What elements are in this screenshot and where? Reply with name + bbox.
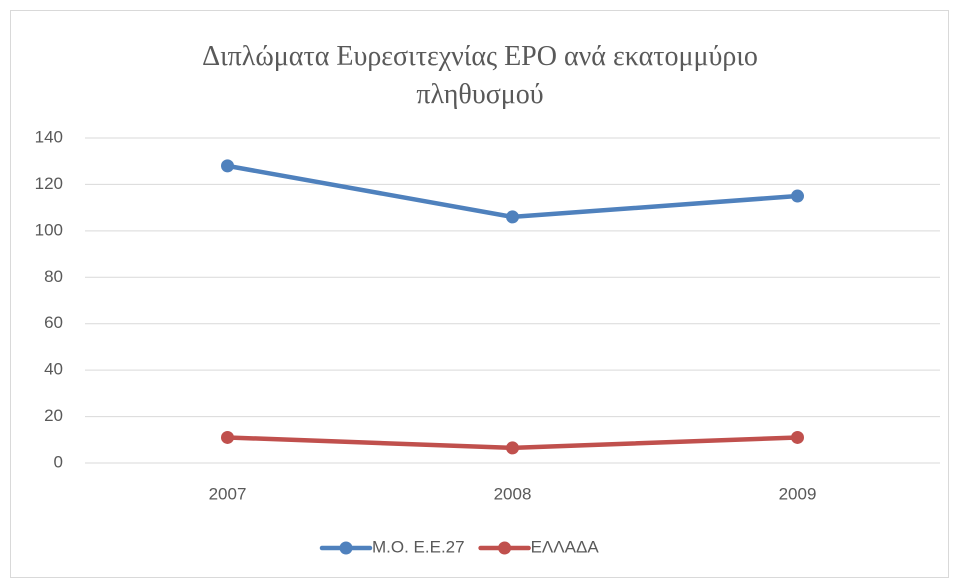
- y-tick-label: 60: [44, 313, 63, 332]
- series-marker: [791, 430, 804, 444]
- series-marker: [506, 441, 519, 455]
- x-tick-label: 2009: [779, 484, 817, 503]
- y-tick-label: 40: [44, 360, 63, 379]
- legend-marker: [339, 541, 353, 555]
- y-tick-label: 120: [35, 174, 63, 193]
- legend-marker: [498, 541, 512, 555]
- series-marker: [791, 189, 804, 203]
- y-tick-label: 100: [35, 220, 63, 239]
- y-tick-label: 0: [54, 452, 63, 471]
- x-tick-label: 2008: [494, 484, 532, 503]
- y-tick-label: 20: [44, 406, 63, 425]
- series-marker: [506, 210, 519, 224]
- legend-label: ΕΛΛΑΔΑ: [531, 537, 600, 556]
- series-marker: [221, 159, 234, 173]
- chart-title: Διπλώματα Ευρεσιτεχνίας EPO ανά εκατομμύ…: [202, 41, 758, 110]
- y-tick-label: 140: [35, 127, 63, 146]
- x-tick-label: 2007: [209, 484, 247, 503]
- series-marker: [221, 430, 234, 444]
- legend-label: Μ.Ο. Ε.Ε.27: [372, 537, 465, 556]
- chart-frame: [10, 10, 949, 578]
- y-tick-label: 80: [44, 267, 63, 286]
